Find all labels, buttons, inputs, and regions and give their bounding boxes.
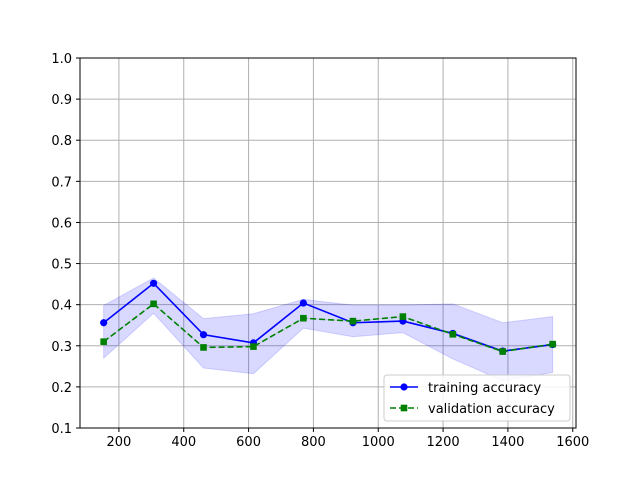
legend-marker-series-0	[400, 383, 408, 391]
y-tick-label: 0.2	[51, 381, 72, 396]
point-series-1	[549, 340, 556, 348]
point-series-1	[100, 338, 107, 345]
legend: training accuracy validation accuracy	[383, 374, 571, 422]
y-tick-label: 1.0	[51, 52, 72, 67]
x-axis-ticks: 200 400 600 800 1000 1200 1400 1600	[106, 428, 589, 450]
point-series-1	[250, 343, 257, 350]
point-series-0	[149, 279, 158, 287]
x-tick-label: 1600	[556, 435, 589, 450]
x-tick-label: 1400	[491, 435, 524, 450]
point-series-1	[200, 344, 207, 351]
x-tick-label: 1000	[362, 435, 395, 450]
x-tick-label: 200	[106, 435, 131, 450]
series-markers	[100, 279, 557, 355]
y-tick-label: 0.1	[51, 422, 72, 437]
point-series-1	[499, 348, 507, 355]
point-series-1	[399, 313, 407, 320]
x-tick-label: 400	[171, 435, 196, 450]
y-tick-label: 0.7	[51, 175, 72, 190]
legend-label-series-0: training accuracy	[428, 381, 541, 396]
x-tick-label: 800	[301, 435, 326, 450]
y-tick-label: 0.8	[51, 134, 72, 149]
point-series-0	[100, 319, 108, 327]
y-tick-label: 0.6	[51, 216, 72, 231]
y-tick-label: 0.3	[51, 340, 72, 355]
plot-frame	[79, 57, 577, 429]
point-series-0	[199, 331, 208, 339]
x-tick-label: 600	[236, 435, 261, 450]
series-lines	[103, 282, 553, 353]
y-tick-label: 0.5	[51, 258, 72, 273]
legend-marker-series-1	[400, 404, 408, 412]
legend-label-series-1: validation accuracy	[428, 402, 555, 417]
y-axis-ticks: 0.1 0.2 0.3 0.4 0.5 0.6 0.7 0.8 0.9 1.0	[51, 52, 80, 437]
y-tick-label: 0.4	[51, 299, 72, 314]
point-series-1	[300, 314, 307, 322]
point-series-0	[299, 299, 307, 307]
legend-box	[383, 374, 571, 422]
point-series-1	[150, 300, 157, 308]
y-tick-label: 0.9	[51, 93, 72, 108]
band-series-0	[103, 277, 554, 382]
point-series-1	[349, 317, 357, 325]
line-series-1	[103, 302, 553, 353]
point-series-1	[449, 330, 457, 338]
x-tick-label: 1200	[427, 435, 460, 450]
